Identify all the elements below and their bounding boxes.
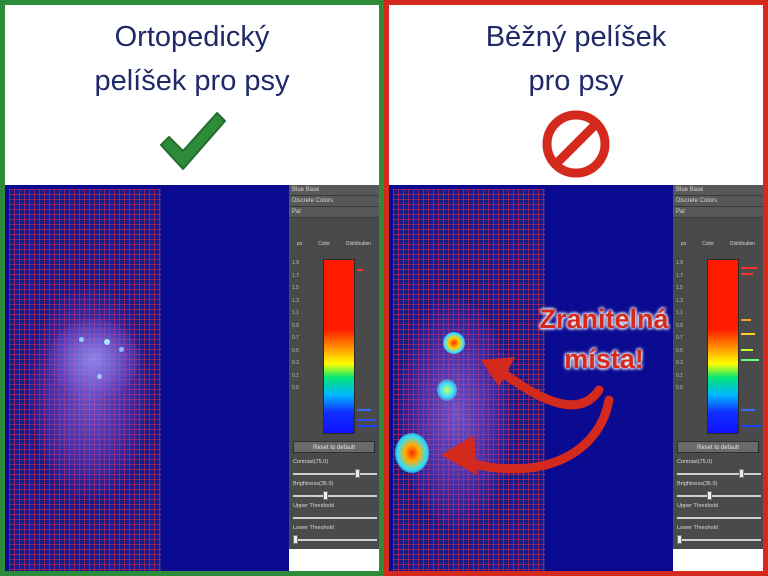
regular-bed-title: Běžný pelíšek pro psy	[389, 15, 763, 103]
side-panel-footer	[673, 549, 763, 571]
contrast-label: Contrast(75.0)	[293, 459, 329, 465]
legend-columns: px Color Distribution	[673, 241, 763, 247]
lower-threshold-label: Lower Threshold	[677, 525, 718, 531]
contrast-slider-thumb[interactable]	[355, 469, 360, 478]
upper-threshold-label: Upper Threshold	[677, 503, 718, 509]
reset-to-default-button[interactable]: Reset to default	[293, 441, 375, 453]
pressure-map-screen-good: Blue Base Discrete Colors Pal px Color D…	[5, 185, 379, 571]
brightness-slider-thumb[interactable]	[707, 491, 712, 500]
blue-base-row[interactable]: Blue Base	[673, 185, 763, 196]
lower-threshold-slider[interactable]	[293, 535, 377, 544]
side-panel-footer	[289, 549, 379, 571]
lower-threshold-slider-thumb[interactable]	[293, 535, 298, 544]
upper-threshold-slider[interactable]	[677, 517, 761, 519]
distribution-histogram	[741, 267, 761, 427]
colorbar-ticks: 1.9 1.7 1.5 1.3 1.1 0.9 0.7 0.5 0.3 0.1 0.0	[676, 260, 683, 391]
reset-to-default-button[interactable]: Reset to default	[677, 441, 759, 453]
curved-arrows-icon	[441, 357, 614, 475]
brightness-label: Brightness(35.0)	[677, 481, 718, 487]
prohibited-icon	[542, 110, 610, 178]
brightness-label: Brightness(35.0)	[293, 481, 334, 487]
regular-bed-title-line2: pro psy	[528, 65, 624, 97]
palette-row[interactable]: Pal	[673, 207, 763, 218]
regular-bed-panel: Běžný pelíšek pro psy Blue Base Discrete…	[384, 0, 768, 576]
brightness-slider-thumb[interactable]	[323, 491, 328, 500]
good-bed-title-line1: Ortopedický	[114, 21, 270, 53]
good-bed-title: Ortopedický pelíšek pro psy	[5, 15, 379, 103]
palette-row[interactable]: Pal	[289, 207, 379, 218]
col-distribution: Distribution	[346, 241, 372, 247]
col-distribution: Distribution	[730, 241, 756, 247]
good-bed-panel: Ortopedický pelíšek pro psy Blue Base Di…	[0, 0, 384, 576]
col-color: Color	[702, 241, 715, 247]
lower-threshold-slider-thumb[interactable]	[677, 535, 682, 544]
pressure-grid-good	[9, 189, 161, 571]
lower-threshold-label: Lower Threshold	[293, 525, 334, 531]
lower-threshold-slider[interactable]	[677, 535, 761, 544]
software-side-panel-regular: Blue Base Discrete Colors Pal px Color D…	[673, 185, 763, 571]
regular-bed-title-line1: Běžný pelíšek	[485, 21, 667, 53]
discrete-colors-row[interactable]: Discrete Colors	[289, 196, 379, 207]
software-side-panel-good: Blue Base Discrete Colors Pal px Color D…	[289, 185, 379, 571]
checkmark-icon	[160, 112, 226, 170]
contrast-slider[interactable]	[293, 469, 377, 478]
upper-threshold-label: Upper Threshold	[293, 503, 334, 509]
contrast-slider[interactable]	[677, 469, 761, 478]
color-scale-bar	[323, 259, 355, 434]
col-color: Color	[318, 241, 331, 247]
contrast-slider-thumb[interactable]	[739, 469, 744, 478]
discrete-colors-row[interactable]: Discrete Colors	[673, 196, 763, 207]
distribution-histogram	[357, 269, 377, 427]
contrast-label: Contrast(75.0)	[677, 459, 713, 465]
good-bed-title-line2: pelíšek pro psy	[94, 65, 290, 97]
col-px: px	[296, 241, 303, 247]
blue-base-row[interactable]: Blue Base	[289, 185, 379, 196]
brightness-slider[interactable]	[677, 491, 761, 500]
pressure-map-screen-regular: Blue Base Discrete Colors Pal px Color D…	[389, 185, 763, 571]
vulnerable-spots-line1: Zranitelná	[539, 304, 669, 334]
vulnerable-spots-label: Zranitelná místa!	[529, 299, 679, 379]
col-px: px	[680, 241, 687, 247]
colorbar-ticks: 1.9 1.7 1.5 1.3 1.1 0.9 0.7 0.5 0.3 0.1 0.0	[292, 260, 299, 391]
brightness-slider[interactable]	[293, 491, 377, 500]
color-scale-bar	[707, 259, 739, 434]
upper-threshold-slider[interactable]	[293, 517, 377, 519]
legend-columns: px Color Distribution	[289, 241, 379, 247]
vulnerable-spots-line2: místa!	[564, 344, 644, 374]
